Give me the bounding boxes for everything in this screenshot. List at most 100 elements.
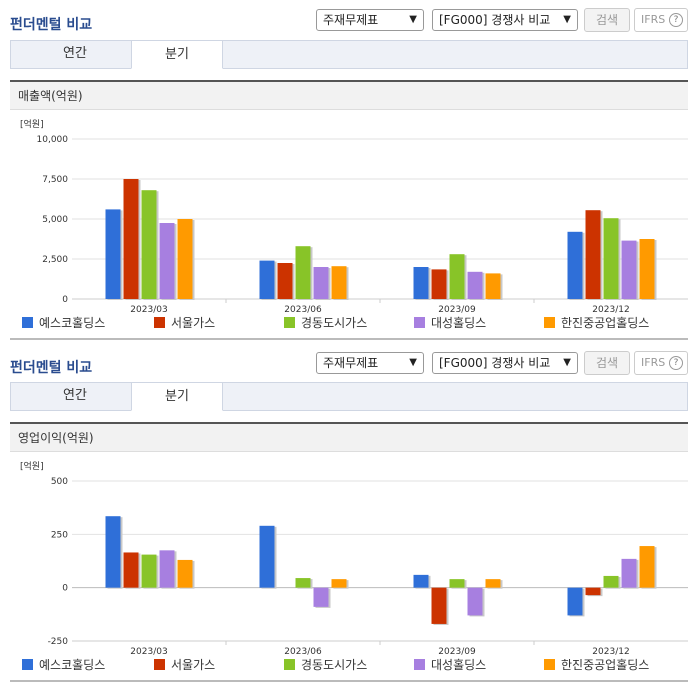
bar[interactable] <box>295 578 311 588</box>
bar[interactable] <box>123 179 139 299</box>
compare-select[interactable]: [FG000] 경쟁사 비교 ▼ <box>432 352 578 374</box>
bar[interactable] <box>467 271 483 299</box>
bar[interactable] <box>141 190 157 299</box>
ifrs-help-button[interactable]: IFRS ? <box>634 351 688 375</box>
x-tick-label: 2023/12 <box>592 305 629 315</box>
statement-select-value: 주재무제표 <box>323 13 379 27</box>
chevron-down-icon: ▼ <box>563 14 571 25</box>
legend-swatch <box>544 317 555 328</box>
chevron-down-icon: ▼ <box>409 357 417 368</box>
tab-quarterly[interactable]: 분기 <box>131 40 223 69</box>
bar[interactable] <box>413 267 429 299</box>
ifrs-label: IFRS <box>641 13 666 26</box>
fundamental-panel-operating-profit: 펀더멘털 비교 주재무제표 ▼ [FG000] 경쟁사 비교 ▼ 검색 IFRS… <box>0 342 696 684</box>
bar[interactable] <box>567 587 583 616</box>
bar[interactable] <box>177 559 193 588</box>
legend-item[interactable]: 서울가스 <box>154 656 215 673</box>
bar[interactable] <box>331 266 347 299</box>
bar[interactable] <box>105 516 121 588</box>
legend-item[interactable]: 서울가스 <box>154 314 215 331</box>
tab-annual[interactable]: 연간 <box>63 46 87 61</box>
bar[interactable] <box>585 587 601 596</box>
bar[interactable] <box>467 587 483 616</box>
bar[interactable] <box>639 546 655 588</box>
legend-item[interactable]: 한진중공업홀딩스 <box>544 314 649 331</box>
tab-quarterly[interactable]: 분기 <box>131 382 223 411</box>
bar[interactable] <box>585 210 601 299</box>
compare-select[interactable]: [FG000] 경쟁사 비교 ▼ <box>432 9 578 31</box>
x-tick-label: 2023/06 <box>284 305 322 315</box>
legend-label: 예스코홀딩스 <box>39 316 106 330</box>
ifrs-label: IFRS <box>641 356 666 369</box>
legend-item[interactable]: 예스코홀딩스 <box>22 656 105 673</box>
legend-item[interactable]: 경동도시가스 <box>284 314 367 331</box>
bar[interactable] <box>159 223 175 299</box>
bar[interactable] <box>449 579 465 588</box>
bar[interactable] <box>485 273 501 299</box>
bar[interactable] <box>277 263 293 299</box>
legend-item[interactable]: 대성홀딩스 <box>414 656 486 673</box>
bar[interactable] <box>431 269 447 299</box>
statement-select[interactable]: 주재무제표 ▼ <box>316 352 424 374</box>
legend-label: 한진중공업홀딩스 <box>561 658 650 672</box>
x-tick-label: 2023/09 <box>438 647 476 657</box>
legend-label: 예스코홀딩스 <box>39 658 106 672</box>
compare-select-value: [FG000] 경쟁사 비교 <box>439 356 551 370</box>
bar[interactable] <box>141 554 157 588</box>
legend-label: 경동도시가스 <box>301 658 368 672</box>
legend-item[interactable]: 경동도시가스 <box>284 656 367 673</box>
bar[interactable] <box>313 587 329 607</box>
bar[interactable] <box>105 209 121 299</box>
legend-item[interactable]: 한진중공업홀딩스 <box>544 656 649 673</box>
bar[interactable] <box>449 254 465 299</box>
search-button[interactable]: 검색 <box>584 351 630 375</box>
bar[interactable] <box>567 231 583 299</box>
bar[interactable] <box>177 219 193 299</box>
x-tick-label: 2023/03 <box>130 647 167 657</box>
help-icon: ? <box>669 13 683 27</box>
bar[interactable] <box>295 246 311 299</box>
legend-label: 한진중공업홀딩스 <box>561 316 650 330</box>
bar[interactable] <box>259 260 275 299</box>
compare-select-value: [FG000] 경쟁사 비교 <box>439 13 551 27</box>
period-tabs: 연간 분기 <box>10 40 688 69</box>
chevron-down-icon: ▼ <box>409 14 417 25</box>
bar[interactable] <box>621 558 637 588</box>
bar[interactable] <box>485 579 501 588</box>
bar[interactable] <box>259 525 275 588</box>
y-tick-label: 10,000 <box>37 135 69 145</box>
chart-box: 영업이익(억원) [억원] -250 0 250 500 2023/03 2023/06 20… <box>10 422 688 682</box>
legend-swatch <box>544 659 555 670</box>
legend-swatch <box>22 317 33 328</box>
bar[interactable] <box>331 579 347 588</box>
bar[interactable] <box>603 575 619 588</box>
legend-swatch <box>284 659 295 670</box>
bar[interactable] <box>413 574 429 588</box>
help-icon: ? <box>669 356 683 370</box>
chart-header: 매출액(억원) <box>10 82 688 110</box>
bar[interactable] <box>123 552 139 588</box>
statement-select[interactable]: 주재무제표 ▼ <box>316 9 424 31</box>
legend-item[interactable]: 예스코홀딩스 <box>22 314 105 331</box>
y-tick-label: 500 <box>51 477 68 487</box>
period-tabs: 연간 분기 <box>10 382 688 411</box>
fundamental-panel-revenue: 펀더멘털 비교 주재무제표 ▼ [FG000] 경쟁사 비교 ▼ 검색 IFRS… <box>10 8 688 340</box>
x-tick-label: 2023/03 <box>130 305 167 315</box>
y-axis-label: [억원] <box>20 118 44 130</box>
search-button[interactable]: 검색 <box>584 8 630 32</box>
y-tick-label: 5,000 <box>42 215 68 225</box>
bar[interactable] <box>159 550 175 588</box>
legend-item[interactable]: 대성홀딩스 <box>414 314 486 331</box>
statement-select-value: 주재무제표 <box>323 356 379 370</box>
bar[interactable] <box>313 267 329 299</box>
tab-annual[interactable]: 연간 <box>63 388 87 403</box>
x-tick-label: 2023/06 <box>284 647 322 657</box>
bar[interactable] <box>603 218 619 299</box>
bar[interactable] <box>431 587 447 624</box>
legend-swatch <box>414 659 425 670</box>
revenue-chart: [억원] 0 2,500 5,000 7,500 10,000 2023/03 2023/06… <box>20 118 688 315</box>
bar[interactable] <box>621 240 637 299</box>
bar[interactable] <box>639 239 655 299</box>
chevron-down-icon: ▼ <box>563 357 571 368</box>
ifrs-help-button[interactable]: IFRS ? <box>634 8 688 32</box>
